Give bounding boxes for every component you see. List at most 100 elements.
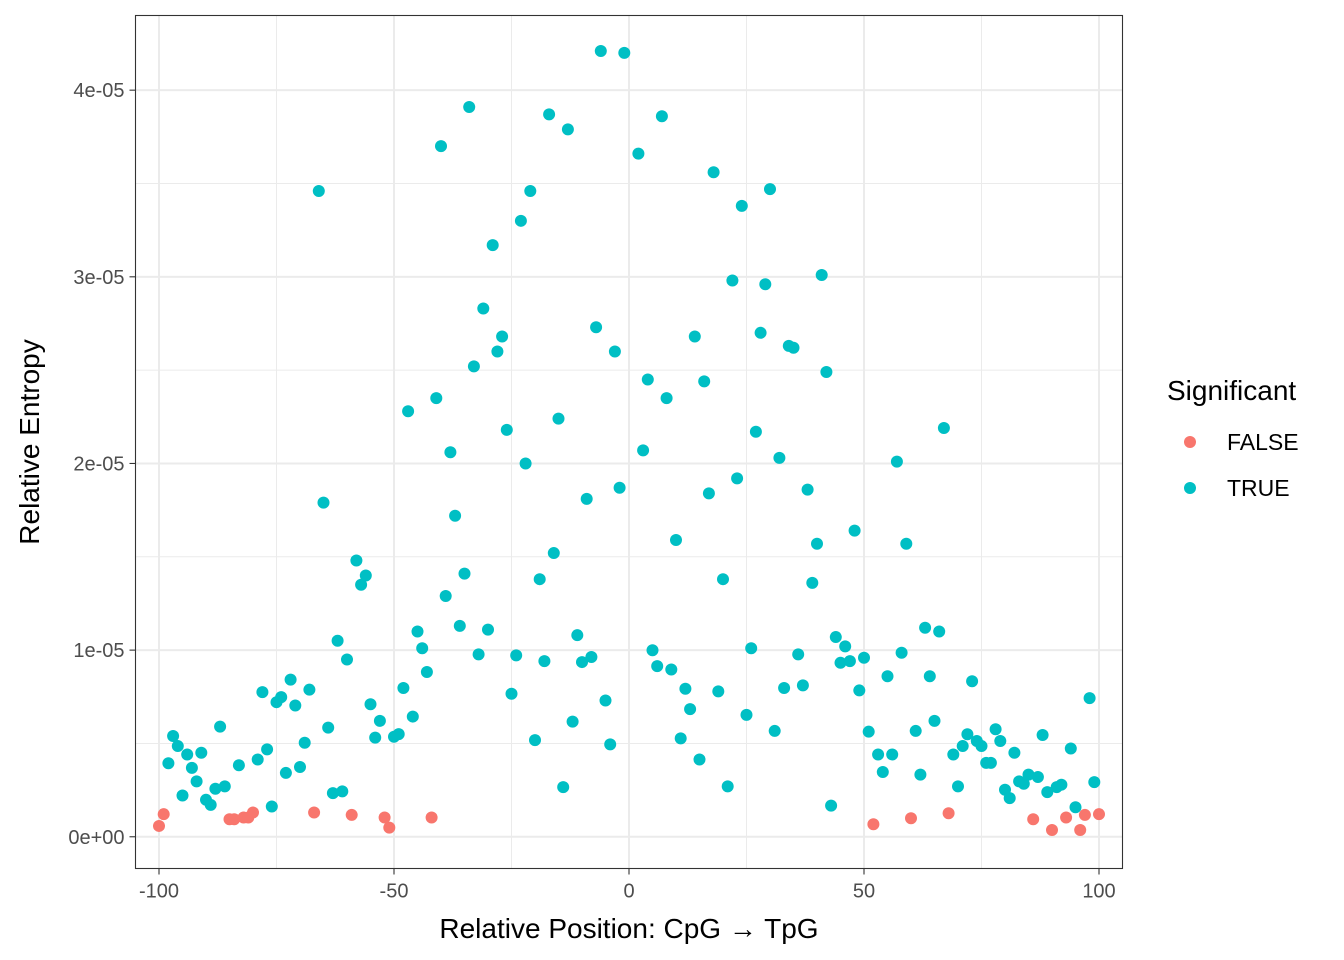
point-true xyxy=(256,686,269,699)
point-true xyxy=(430,392,443,405)
point-true xyxy=(364,698,377,711)
point-false xyxy=(345,808,358,821)
point-true xyxy=(693,753,706,766)
point-true xyxy=(684,703,697,716)
point-true xyxy=(284,673,297,686)
point-true xyxy=(326,787,339,800)
point-true xyxy=(726,274,739,287)
x-tick-label: -100 xyxy=(139,881,179,903)
point-true xyxy=(397,682,410,695)
point-true xyxy=(275,691,288,704)
point-true xyxy=(975,740,988,753)
point-true xyxy=(392,728,405,741)
x-axis: -100 -50 0 50 100 xyxy=(139,868,1116,903)
y-tick-label: 1e-05 xyxy=(73,640,124,662)
point-true xyxy=(651,660,664,673)
point-true xyxy=(167,729,180,742)
point-true xyxy=(402,405,415,418)
point-true xyxy=(618,46,631,59)
point-true xyxy=(599,694,612,707)
point-true xyxy=(834,656,847,669)
point-false xyxy=(425,811,438,824)
point-true xyxy=(1041,786,1054,799)
point-true xyxy=(641,373,654,386)
point-true xyxy=(961,728,974,741)
point-false xyxy=(1027,813,1040,826)
point-true xyxy=(585,651,598,664)
point-true xyxy=(848,524,861,537)
point-true xyxy=(843,655,856,668)
point-true xyxy=(1055,778,1068,791)
point-true xyxy=(702,487,715,500)
point-true xyxy=(209,782,222,795)
point-true xyxy=(265,800,278,813)
point-true xyxy=(1036,729,1049,742)
y-axis-title: Relative Entropy xyxy=(14,339,45,544)
point-true xyxy=(435,140,447,153)
point-false xyxy=(383,821,396,834)
point-true xyxy=(721,780,734,793)
point-true xyxy=(505,687,518,700)
point-true xyxy=(491,345,504,358)
point-true xyxy=(637,444,650,457)
point-true xyxy=(331,634,344,647)
point-true xyxy=(519,457,532,470)
point-true xyxy=(463,100,476,113)
point-true xyxy=(176,789,189,802)
point-true xyxy=(731,472,744,485)
legend-key-true xyxy=(1184,482,1196,494)
point-true xyxy=(914,768,927,781)
point-true xyxy=(482,623,494,636)
point-true xyxy=(289,699,302,712)
x-tick-label: 100 xyxy=(1082,881,1115,903)
point-true xyxy=(467,360,480,373)
point-true xyxy=(1003,792,1016,805)
point-true xyxy=(679,682,692,695)
point-true xyxy=(369,731,382,744)
point-true xyxy=(707,166,720,179)
point-true xyxy=(895,646,908,659)
point-true xyxy=(590,321,603,334)
point-true xyxy=(604,738,617,751)
point-true xyxy=(994,735,1007,748)
point-true xyxy=(1088,776,1101,789)
point-true xyxy=(674,732,687,745)
y-tick-label: 3e-05 xyxy=(73,267,124,289)
point-true xyxy=(646,644,659,657)
point-true xyxy=(486,239,499,252)
point-true xyxy=(510,649,523,662)
point-true xyxy=(350,554,363,567)
point-true xyxy=(294,760,306,773)
point-true xyxy=(411,625,424,638)
point-true xyxy=(890,455,903,468)
x-tick-label: 50 xyxy=(853,881,875,903)
point-false xyxy=(153,819,165,832)
point-true xyxy=(406,710,419,723)
point-true xyxy=(261,743,274,756)
point-true xyxy=(825,799,838,812)
point-false xyxy=(1046,824,1058,837)
point-true xyxy=(496,330,509,343)
point-true xyxy=(373,714,386,727)
point-true xyxy=(214,720,227,733)
point-true xyxy=(881,670,894,683)
point-true xyxy=(453,619,466,632)
point-true xyxy=(759,278,772,291)
legend-title: Significant xyxy=(1167,375,1296,406)
point-true xyxy=(745,642,758,655)
point-true xyxy=(279,766,292,779)
point-true xyxy=(933,625,946,638)
point-true xyxy=(952,780,964,793)
x-tick-label: 0 xyxy=(623,881,634,903)
point-true xyxy=(514,214,527,227)
point-true xyxy=(524,184,537,197)
point-true xyxy=(444,446,457,459)
point-true xyxy=(416,642,429,655)
point-true xyxy=(632,147,645,160)
point-true xyxy=(181,748,194,761)
y-axis: 0e+00 1e-05 2e-05 3e-05 4e-05 xyxy=(68,80,136,849)
point-true xyxy=(336,785,349,798)
point-true xyxy=(162,757,175,770)
point-true xyxy=(458,567,471,580)
point-true xyxy=(966,675,979,688)
